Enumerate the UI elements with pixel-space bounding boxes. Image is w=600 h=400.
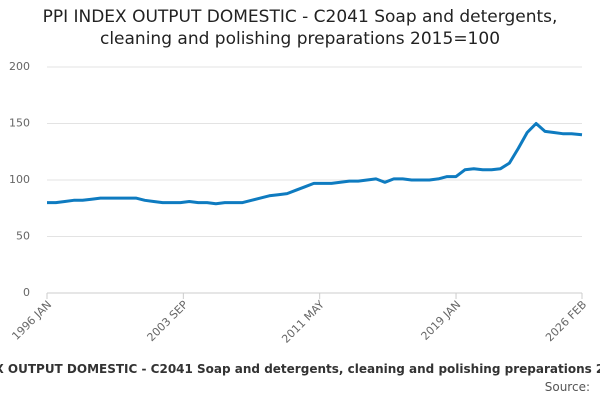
legend-label: PPI INDEX OUTPUT DOMESTIC - C2041 Soap a…	[0, 362, 600, 376]
legend: PPI INDEX OUTPUT DOMESTIC - C2041 Soap a…	[0, 362, 600, 376]
y-tick-label: 200	[9, 60, 30, 73]
chart-title: PPI INDEX OUTPUT DOMESTIC - C2041 Soap a…	[42, 7, 558, 49]
x-tick-label: 2003 SEP	[145, 298, 191, 344]
y-tick-label: 0	[23, 286, 30, 299]
source: Source:	[544, 380, 590, 394]
x-tick-label: 2019 JAN	[419, 298, 464, 343]
y-tick-label: 150	[9, 117, 30, 130]
data-line	[47, 122, 583, 206]
x-tick-label: 2026 FEB	[543, 298, 589, 344]
y-tick-label: 50	[16, 230, 30, 243]
y-tick-label: 100	[9, 173, 30, 186]
x-tick-label: 2011 MAY	[279, 298, 327, 346]
x-tick-label: 1996 JAN	[9, 298, 54, 343]
